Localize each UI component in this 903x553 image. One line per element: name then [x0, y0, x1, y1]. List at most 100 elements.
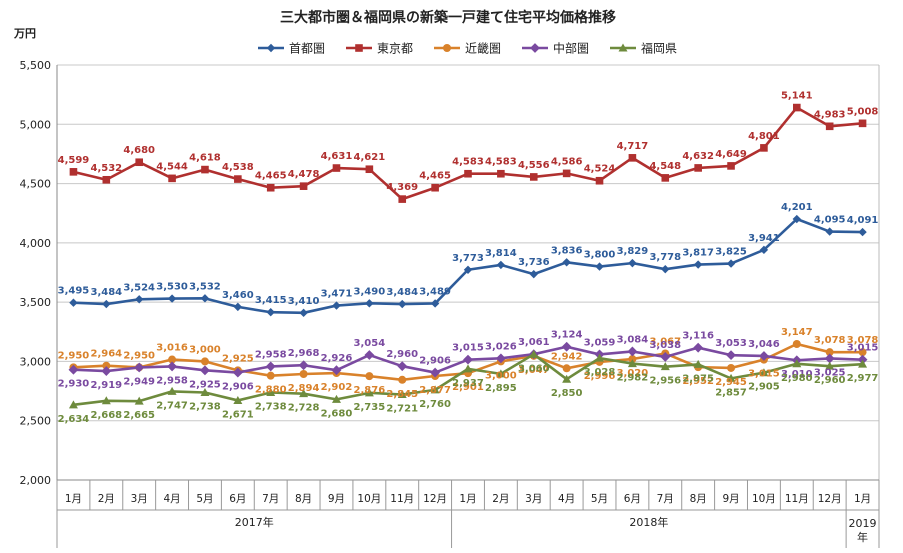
data-label: 3,047	[518, 365, 550, 376]
data-label: 3,015	[847, 343, 879, 354]
data-label: 4,544	[156, 161, 188, 172]
data-point	[496, 369, 506, 378]
data-label: 2,958	[255, 349, 287, 360]
data-label: 2,665	[123, 410, 155, 421]
legend-label: 福岡県	[641, 41, 677, 56]
x-tick-label: 7月	[262, 493, 279, 505]
data-point	[101, 366, 112, 376]
x-tick-label: 11月	[390, 493, 414, 505]
data-label: 3,028	[584, 367, 616, 378]
x-tick-label: 4月	[558, 493, 575, 505]
x-tick-label: 3月	[131, 493, 148, 505]
data-point	[497, 169, 505, 178]
data-label: 2,996	[584, 371, 616, 382]
data-point	[69, 168, 78, 176]
data-label: 2,942	[551, 351, 583, 362]
data-label: 4,631	[321, 151, 353, 162]
data-point	[661, 174, 670, 182]
data-point	[431, 183, 439, 192]
data-point	[355, 44, 363, 52]
data-label: 2,877	[419, 385, 451, 396]
data-label: 3,484	[90, 287, 122, 298]
data-label: 2,980	[781, 373, 813, 384]
year-label-suffix: 年	[857, 530, 868, 544]
x-tick-label: 10月	[752, 493, 776, 505]
data-point	[858, 348, 867, 357]
data-label: 3,415	[255, 295, 287, 306]
data-label: 4,369	[386, 182, 418, 193]
data-point	[266, 308, 275, 317]
data-label: 2,747	[156, 400, 188, 411]
data-point	[332, 164, 341, 172]
data-label: 2,960	[386, 349, 418, 360]
data-label: 3,054	[354, 338, 386, 349]
data-point	[167, 361, 177, 372]
data-point	[628, 355, 637, 364]
data-point	[661, 264, 670, 274]
data-point	[793, 103, 801, 112]
data-point	[331, 394, 341, 403]
data-label: 3,410	[288, 296, 320, 307]
data-point	[562, 169, 571, 178]
series-東京都	[69, 103, 867, 203]
data-label: 3,026	[485, 341, 517, 352]
data-label: 3,015	[748, 369, 780, 380]
data-label: 4,465	[255, 171, 287, 182]
data-point	[660, 352, 671, 362]
data-label: 4,632	[682, 151, 714, 162]
data-point	[562, 258, 571, 267]
data-point	[167, 386, 177, 395]
data-point	[530, 43, 540, 53]
data-label: 3,059	[584, 337, 616, 348]
data-point	[430, 367, 441, 378]
data-point	[69, 298, 78, 307]
data-label: 4,717	[617, 141, 649, 152]
x-tick-label: 6月	[229, 493, 246, 505]
data-label: 3,530	[156, 282, 188, 293]
data-point	[135, 158, 143, 167]
data-label: 3,532	[189, 281, 221, 292]
data-label: 2,721	[386, 404, 418, 415]
data-label: 4,524	[584, 164, 616, 175]
data-label: 2,738	[189, 401, 221, 412]
data-label: 3,000	[485, 370, 517, 381]
data-point	[792, 214, 801, 224]
data-label: 4,801	[748, 131, 780, 142]
data-point	[397, 390, 407, 399]
data-point	[102, 175, 111, 184]
data-point	[266, 387, 276, 396]
data-point	[299, 369, 308, 378]
data-label: 3,116	[682, 331, 714, 342]
data-point	[201, 165, 209, 174]
x-tick-label: 9月	[722, 493, 739, 505]
legend-label: 近畿圏	[465, 42, 501, 56]
data-point	[759, 368, 769, 377]
x-tick-label: 12月	[818, 493, 842, 505]
data-point	[398, 195, 407, 203]
data-point	[365, 372, 374, 381]
x-tick-label: 2月	[98, 493, 115, 505]
data-point	[398, 299, 407, 309]
data-label: 4,586	[551, 156, 583, 167]
data-point	[430, 299, 440, 308]
data-label: 2,964	[90, 349, 122, 360]
data-point	[726, 350, 736, 361]
data-label: 2,894	[288, 383, 320, 394]
data-label: 3,941	[748, 233, 780, 244]
data-label: 2,956	[649, 376, 681, 387]
x-tick-label: 1月	[854, 493, 871, 505]
data-point	[299, 308, 308, 318]
data-label: 3,836	[551, 245, 583, 256]
x-tick-label: 8月	[690, 493, 707, 505]
data-label: 2,949	[123, 376, 155, 387]
data-label: 2,738	[255, 401, 287, 412]
legend: 首都圏 東京都 近畿圏 中部圏 福岡県	[258, 41, 677, 56]
y-tick-label: 2,000	[20, 474, 52, 487]
data-label: 3,038	[649, 340, 681, 351]
data-point	[562, 364, 571, 373]
data-label: 3,817	[682, 248, 714, 259]
data-point	[618, 43, 628, 52]
data-label: 3,814	[485, 248, 517, 259]
